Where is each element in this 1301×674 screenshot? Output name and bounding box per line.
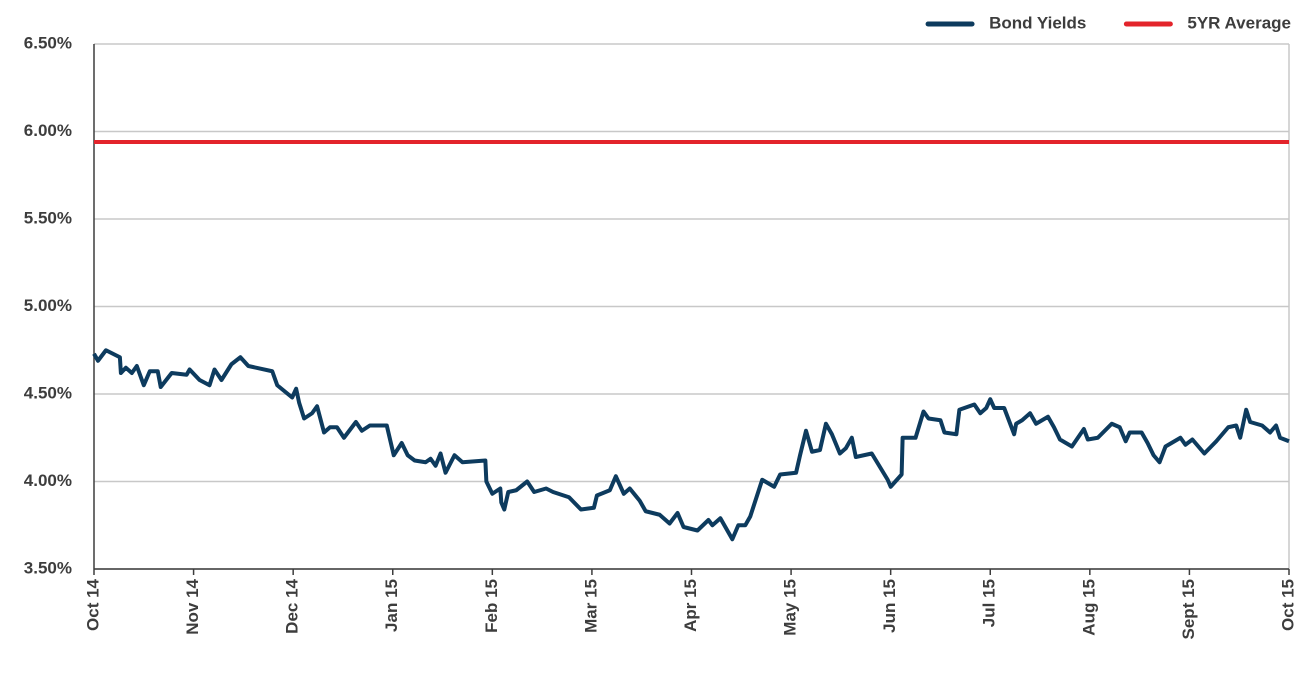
x-tick-label: Aug 15: [1079, 579, 1098, 636]
x-tick-label: Dec 14: [283, 578, 302, 633]
x-tick-label: Jun 15: [880, 579, 899, 633]
x-tick-label: Oct 15: [1278, 579, 1297, 631]
y-tick-label: 4.50%: [24, 383, 72, 402]
x-tick-label: Sept 15: [1179, 579, 1198, 639]
y-tick-label: 4.00%: [24, 471, 72, 490]
series-line: [92, 348, 1290, 542]
x-tick-label: Jul 15: [980, 579, 999, 627]
y-tick-label: 3.50%: [24, 558, 72, 577]
x-tick-label: Jan 15: [382, 579, 401, 632]
x-tick-label: Nov 14: [183, 578, 202, 634]
y-tick-label: 5.00%: [24, 296, 72, 315]
y-tick-label: 5.50%: [24, 208, 72, 227]
x-tick-label: Oct 14: [83, 578, 102, 631]
legend-label: 5YR Average: [1187, 13, 1291, 32]
x-tick-label: Apr 15: [681, 579, 700, 632]
x-tick-label: Mar 15: [581, 579, 600, 633]
x-tick-label: May 15: [781, 579, 800, 636]
y-tick-label: 6.50%: [24, 33, 72, 52]
y-tick-label: 6.00%: [24, 121, 72, 140]
legend-label: Bond Yields: [989, 13, 1086, 32]
x-tick-label: Feb 15: [482, 579, 501, 633]
